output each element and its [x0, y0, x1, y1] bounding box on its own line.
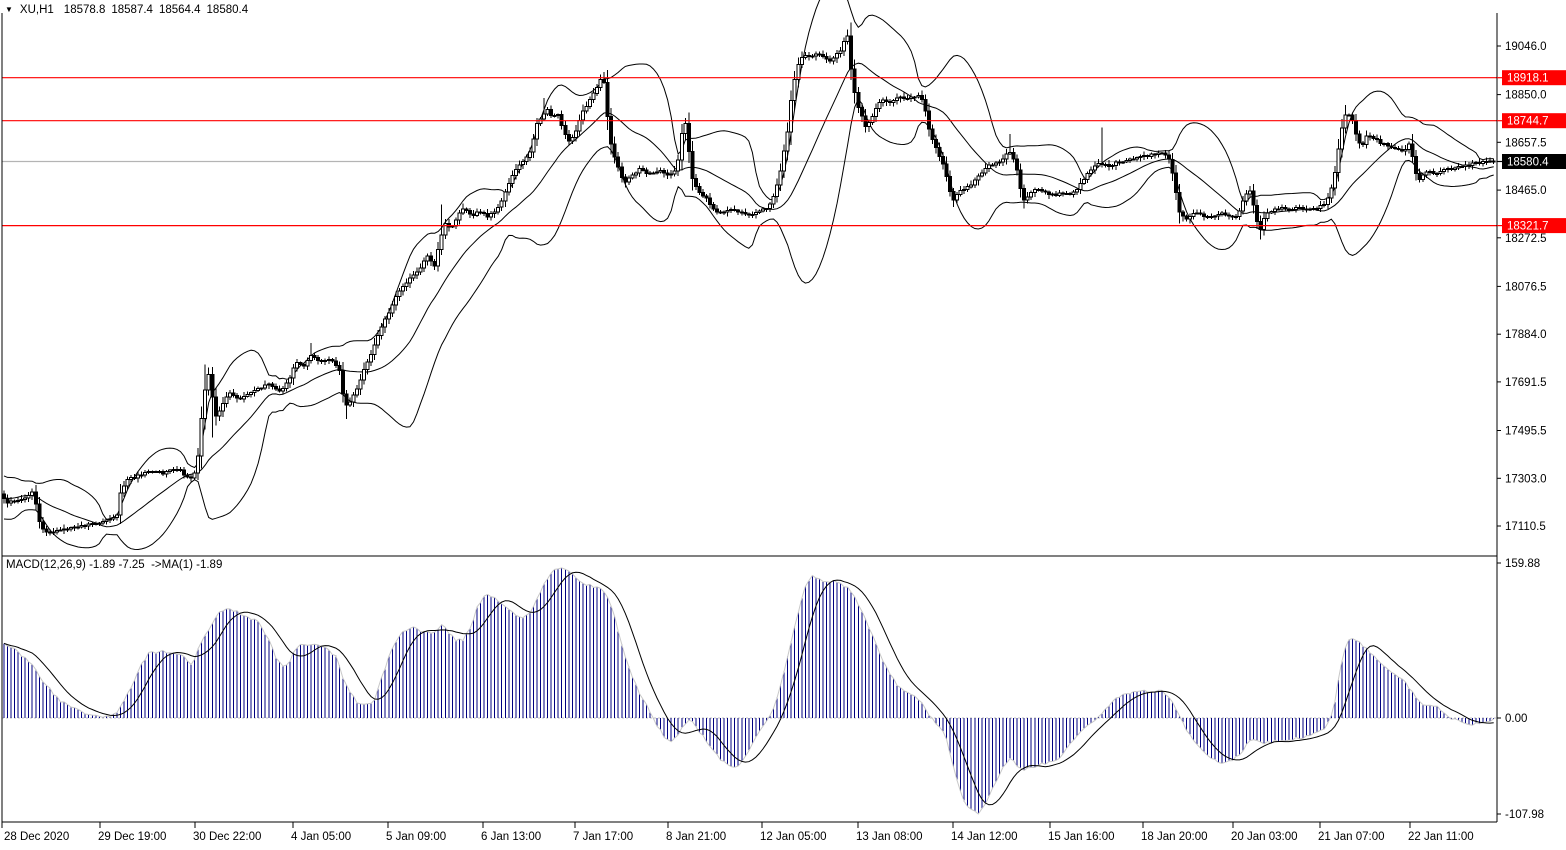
macd-histogram [3, 567, 1495, 814]
svg-text:20 Jan 03:00: 20 Jan 03:00 [1231, 831, 1298, 843]
svg-text:17884.0: 17884.0 [1505, 329, 1547, 341]
svg-text:19046.0: 19046.0 [1505, 41, 1547, 53]
svg-text:17691.5: 17691.5 [1505, 377, 1547, 389]
svg-text:18465.0: 18465.0 [1505, 185, 1547, 197]
ohlc-readout: ▼ XU,H1 18578.8 18587.4 18564.4 18580.4 [5, 3, 254, 17]
svg-text:18272.5: 18272.5 [1505, 233, 1547, 245]
chart-frame [1, 13, 1498, 823]
macd-indicator-label: MACD(12,26,9) -1.89 -7.25 ->MA(1) -1.89 [6, 559, 223, 571]
date-axis-labels: 28 Dec 2020 29 Dec 19:00 30 Dec 22:00 4 Jan… [1, 822, 1474, 843]
svg-text:12 Jan 05:00: 12 Jan 05:00 [760, 831, 827, 843]
svg-text:30 Dec 22:00: 30 Dec 22:00 [193, 831, 261, 843]
candlesticks [2, 22, 1496, 537]
svg-text:21 Jan 07:00: 21 Jan 07:00 [1318, 831, 1385, 843]
price-badge-resistance: 18918.1 [1497, 70, 1566, 86]
svg-text:28 Dec 2020: 28 Dec 2020 [4, 831, 69, 843]
svg-text:18918.1: 18918.1 [1507, 73, 1549, 85]
current-price-badge: 18580.4 [1497, 154, 1566, 169]
macd-signal-line [3, 571, 1494, 806]
svg-text:18076.5: 18076.5 [1505, 281, 1547, 293]
price-badge-resistance: 18321.7 [1497, 218, 1566, 234]
price-axis[interactable] [1497, 13, 1566, 822]
svg-text:18744.7: 18744.7 [1507, 116, 1549, 128]
indicator-pane[interactable] [2, 557, 1497, 822]
svg-text:29 Dec 19:00: 29 Dec 19:00 [98, 831, 166, 843]
svg-text:4 Jan 05:00: 4 Jan 05:00 [291, 831, 351, 843]
svg-text:14 Jan 12:00: 14 Jan 12:00 [951, 831, 1018, 843]
svg-text:8 Jan 21:00: 8 Jan 21:00 [666, 831, 726, 843]
low-value: 18564.4 [158, 4, 201, 16]
main-chart-pane[interactable] [2, 13, 1497, 556]
svg-text:17495.5: 17495.5 [1505, 426, 1547, 438]
svg-text:13 Jan 08:00: 13 Jan 08:00 [856, 831, 923, 843]
price-axis-labels: 19046.0 18850.0 18657.5 18465.0 18272.5 18076… [1497, 41, 1547, 533]
svg-text:17303.0: 17303.0 [1505, 473, 1547, 485]
svg-text:6 Jan 13:00: 6 Jan 13:00 [481, 831, 541, 843]
svg-text:18850.0: 18850.0 [1505, 90, 1547, 102]
svg-text:18321.7: 18321.7 [1507, 221, 1549, 233]
svg-text:18580.4: 18580.4 [1507, 157, 1549, 169]
high-value: 18587.4 [111, 4, 153, 16]
close-value: 18580.4 [206, 4, 249, 16]
svg-text:0.00: 0.00 [1505, 713, 1527, 725]
symbol-dropdown-icon: ▼ [5, 5, 13, 14]
svg-text:7 Jan 17:00: 7 Jan 17:00 [573, 831, 633, 843]
time-axis[interactable] [2, 822, 1497, 848]
svg-text:22 Jan 11:00: 22 Jan 11:00 [1408, 831, 1474, 843]
open-value: 18578.8 [63, 4, 106, 16]
macd-envelope [3, 567, 1494, 815]
svg-text:18 Jan 20:00: 18 Jan 20:00 [1141, 831, 1208, 843]
macd-axis-labels: 159.88 0.00 -107.98 [1497, 558, 1544, 821]
price-badge-resistance: 18744.7 [1497, 113, 1566, 129]
svg-text:5 Jan 09:00: 5 Jan 09:00 [386, 831, 446, 843]
svg-text:15 Jan 16:00: 15 Jan 16:00 [1048, 831, 1115, 843]
svg-text:17110.5: 17110.5 [1505, 521, 1546, 533]
svg-text:159.88: 159.88 [1505, 558, 1540, 570]
svg-text:-107.98: -107.98 [1505, 809, 1544, 821]
svg-text:18657.5: 18657.5 [1505, 137, 1547, 149]
symbol-timeframe: XU,H1 [19, 4, 54, 16]
